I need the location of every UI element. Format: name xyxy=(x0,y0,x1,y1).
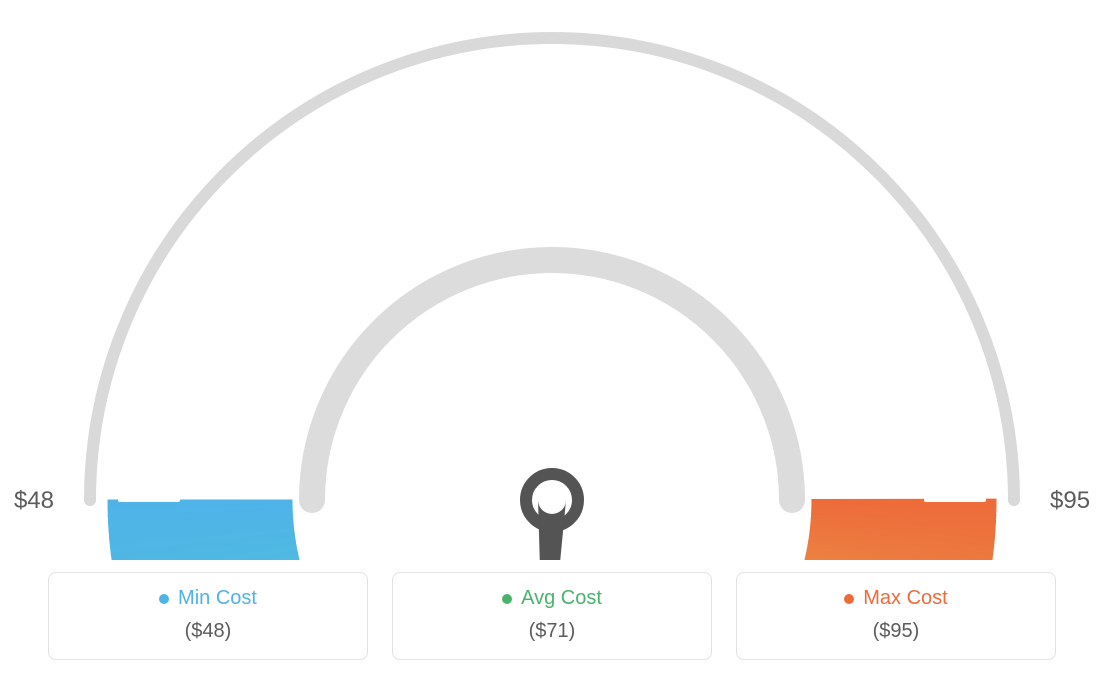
dot-icon xyxy=(844,594,854,604)
tick-label: $48 xyxy=(14,487,54,514)
legend-card-max: Max Cost ($95) xyxy=(736,572,1056,660)
tick-label: $95 xyxy=(1050,487,1090,514)
gauge-svg: $48$54$60$71$79$87$95 xyxy=(0,0,1104,560)
needle-hub-inner xyxy=(538,486,566,514)
legend-card-min: Min Cost ($48) xyxy=(48,572,368,660)
legend-row: Min Cost ($48) Avg Cost ($71) Max Cost (… xyxy=(0,560,1104,660)
legend-value: ($48) xyxy=(59,620,357,643)
legend-label: Min Cost xyxy=(178,587,257,610)
dot-icon xyxy=(502,594,512,604)
legend-label: Avg Cost xyxy=(521,587,602,610)
inner-rim xyxy=(312,260,792,500)
legend-label: Max Cost xyxy=(863,587,947,610)
legend-card-avg: Avg Cost ($71) xyxy=(392,572,712,660)
legend-value: ($71) xyxy=(403,620,701,643)
legend-title-max: Max Cost xyxy=(844,587,947,610)
legend-title-avg: Avg Cost xyxy=(502,587,602,610)
legend-value: ($95) xyxy=(747,620,1045,643)
gauge-chart: $48$54$60$71$79$87$95 xyxy=(0,0,1104,560)
dot-icon xyxy=(159,594,169,604)
legend-title-min: Min Cost xyxy=(159,587,257,610)
